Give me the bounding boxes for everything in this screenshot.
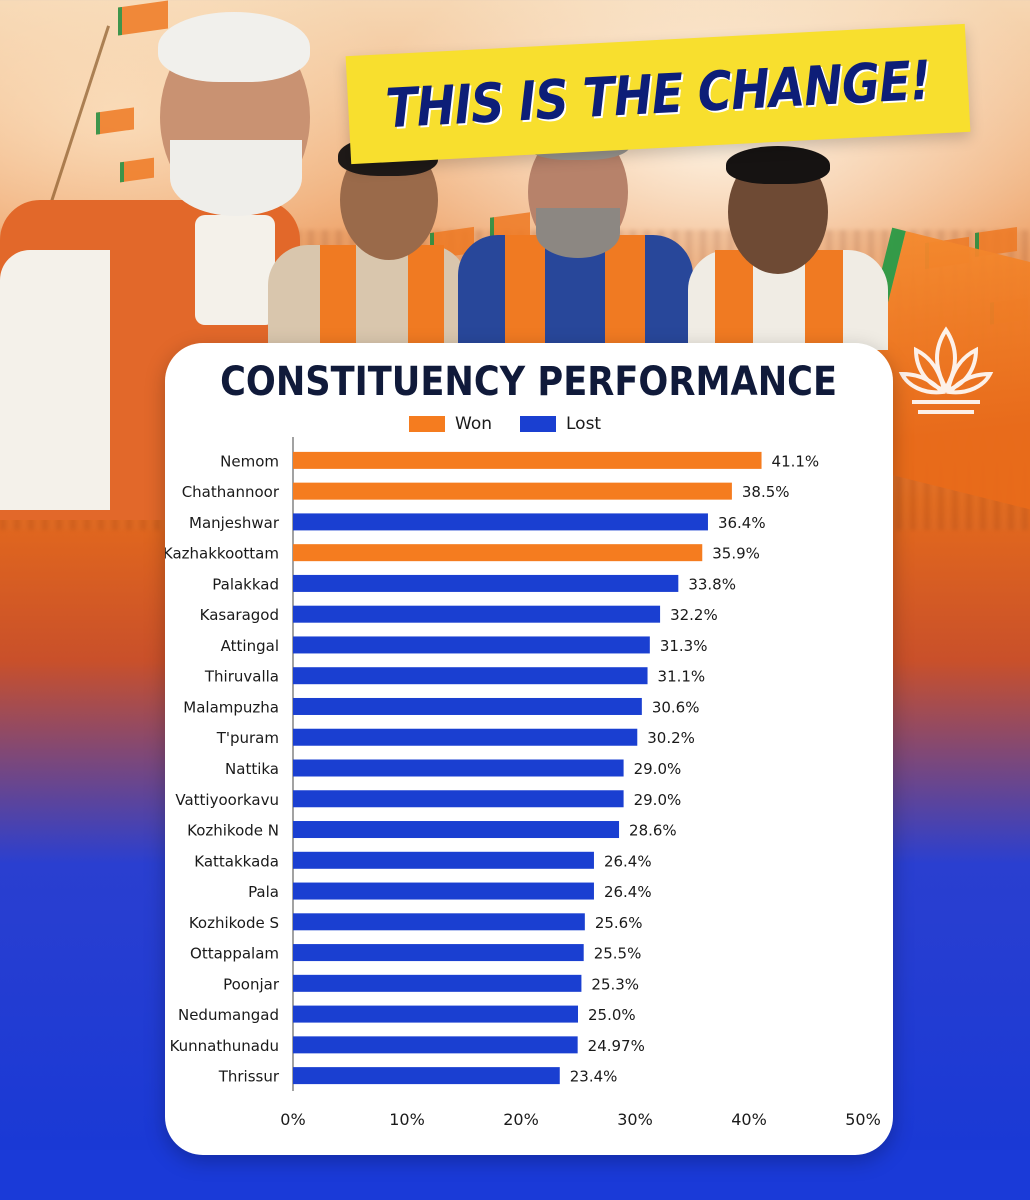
bar (293, 944, 584, 962)
value-label: 36.4% (718, 514, 766, 532)
value-label: 31.1% (658, 668, 706, 686)
chart-legend: Won Lost (409, 413, 629, 435)
category-label: Nemom (220, 452, 279, 470)
category-label: Kattakkada (194, 852, 279, 870)
category-label: Thrissur (218, 1068, 280, 1086)
value-label: 29.0% (634, 760, 682, 778)
bar (293, 451, 762, 469)
category-label: Vattiyoorkavu (175, 791, 279, 809)
legend-label-won: Won (455, 414, 492, 434)
category-label: Ottappalam (190, 945, 279, 963)
chart-card: CONSTITUENCY PERFORMANCE Won Lost Nemom 4… (165, 343, 893, 1155)
chart-title: CONSTITUENCY PERFORMANCE (165, 359, 893, 405)
category-label: Kazhakkoottam (165, 545, 279, 563)
lotus-symbol (898, 326, 994, 414)
bar (293, 759, 624, 777)
bar-chart: Nemom 41.1% Chathannoor 38.5% Manjeshwar 36.4… (165, 437, 881, 1129)
value-label: 30.6% (652, 698, 700, 716)
value-label: 26.4% (604, 852, 652, 870)
x-tick-label: 10% (389, 1110, 425, 1129)
value-label: 33.8% (688, 575, 736, 593)
bar (293, 851, 594, 869)
value-label: 28.6% (629, 822, 677, 840)
legend-item-won: Won (409, 414, 492, 434)
value-label: 25.0% (588, 1006, 636, 1024)
bar (293, 636, 650, 654)
bar (293, 697, 642, 715)
category-label: Poonjar (223, 975, 280, 993)
value-label: 31.3% (660, 637, 708, 655)
value-label: 25.6% (595, 914, 643, 932)
bar (293, 1067, 560, 1085)
bar (293, 882, 594, 900)
x-tick-label: 0% (280, 1110, 305, 1129)
category-label: Nedumangad (178, 1006, 279, 1024)
x-tick-label: 20% (503, 1110, 539, 1129)
category-label: Pala (248, 883, 279, 901)
bar (293, 574, 679, 592)
category-label: T'puram (216, 729, 279, 747)
bar (293, 513, 708, 531)
bar (293, 667, 648, 685)
chart-title-text: CONSTITUENCY PERFORMANCE (220, 359, 838, 405)
category-label: Kozhikode N (187, 822, 279, 840)
value-label: 25.3% (591, 975, 639, 993)
value-label: 29.0% (634, 791, 682, 809)
legend-label-lost: Lost (566, 414, 602, 434)
bar (293, 790, 624, 808)
category-label: Manjeshwar (189, 514, 280, 532)
category-label: Chathannoor (182, 483, 280, 501)
bar (293, 728, 638, 746)
bar (293, 544, 703, 562)
bar (293, 821, 620, 839)
category-label: Thiruvalla (204, 668, 279, 686)
value-label: 32.2% (670, 606, 718, 624)
bar (293, 482, 732, 500)
category-label: Kasaragod (200, 606, 279, 624)
bottom-band (0, 1150, 1030, 1200)
value-label: 38.5% (742, 483, 790, 501)
value-label: 26.4% (604, 883, 652, 901)
legend-item-lost: Lost (520, 414, 601, 434)
value-label: 23.4% (570, 1068, 618, 1086)
x-tick-label: 50% (845, 1110, 881, 1129)
bar (293, 974, 582, 992)
x-tick-label: 30% (617, 1110, 653, 1129)
category-label: Kozhikode S (189, 914, 279, 932)
category-label: Nattika (225, 760, 279, 778)
headline-text: THIS IS THE CHANGE! (384, 48, 932, 140)
category-label: Malampuzha (183, 698, 279, 716)
legend-swatch-won (409, 416, 445, 432)
value-label: 25.5% (594, 945, 642, 963)
value-label: 24.97% (588, 1037, 645, 1055)
bar (293, 913, 585, 931)
bar (293, 1036, 578, 1054)
legend-swatch-lost (520, 416, 556, 432)
value-label: 41.1% (772, 452, 820, 470)
category-label: Palakkad (212, 575, 279, 593)
value-label: 35.9% (712, 545, 760, 563)
category-label: Kunnathunadu (170, 1037, 279, 1055)
bar (293, 605, 661, 623)
x-tick-label: 40% (731, 1110, 767, 1129)
category-label: Attingal (221, 637, 279, 655)
bar (293, 1005, 578, 1023)
value-label: 30.2% (647, 729, 695, 747)
